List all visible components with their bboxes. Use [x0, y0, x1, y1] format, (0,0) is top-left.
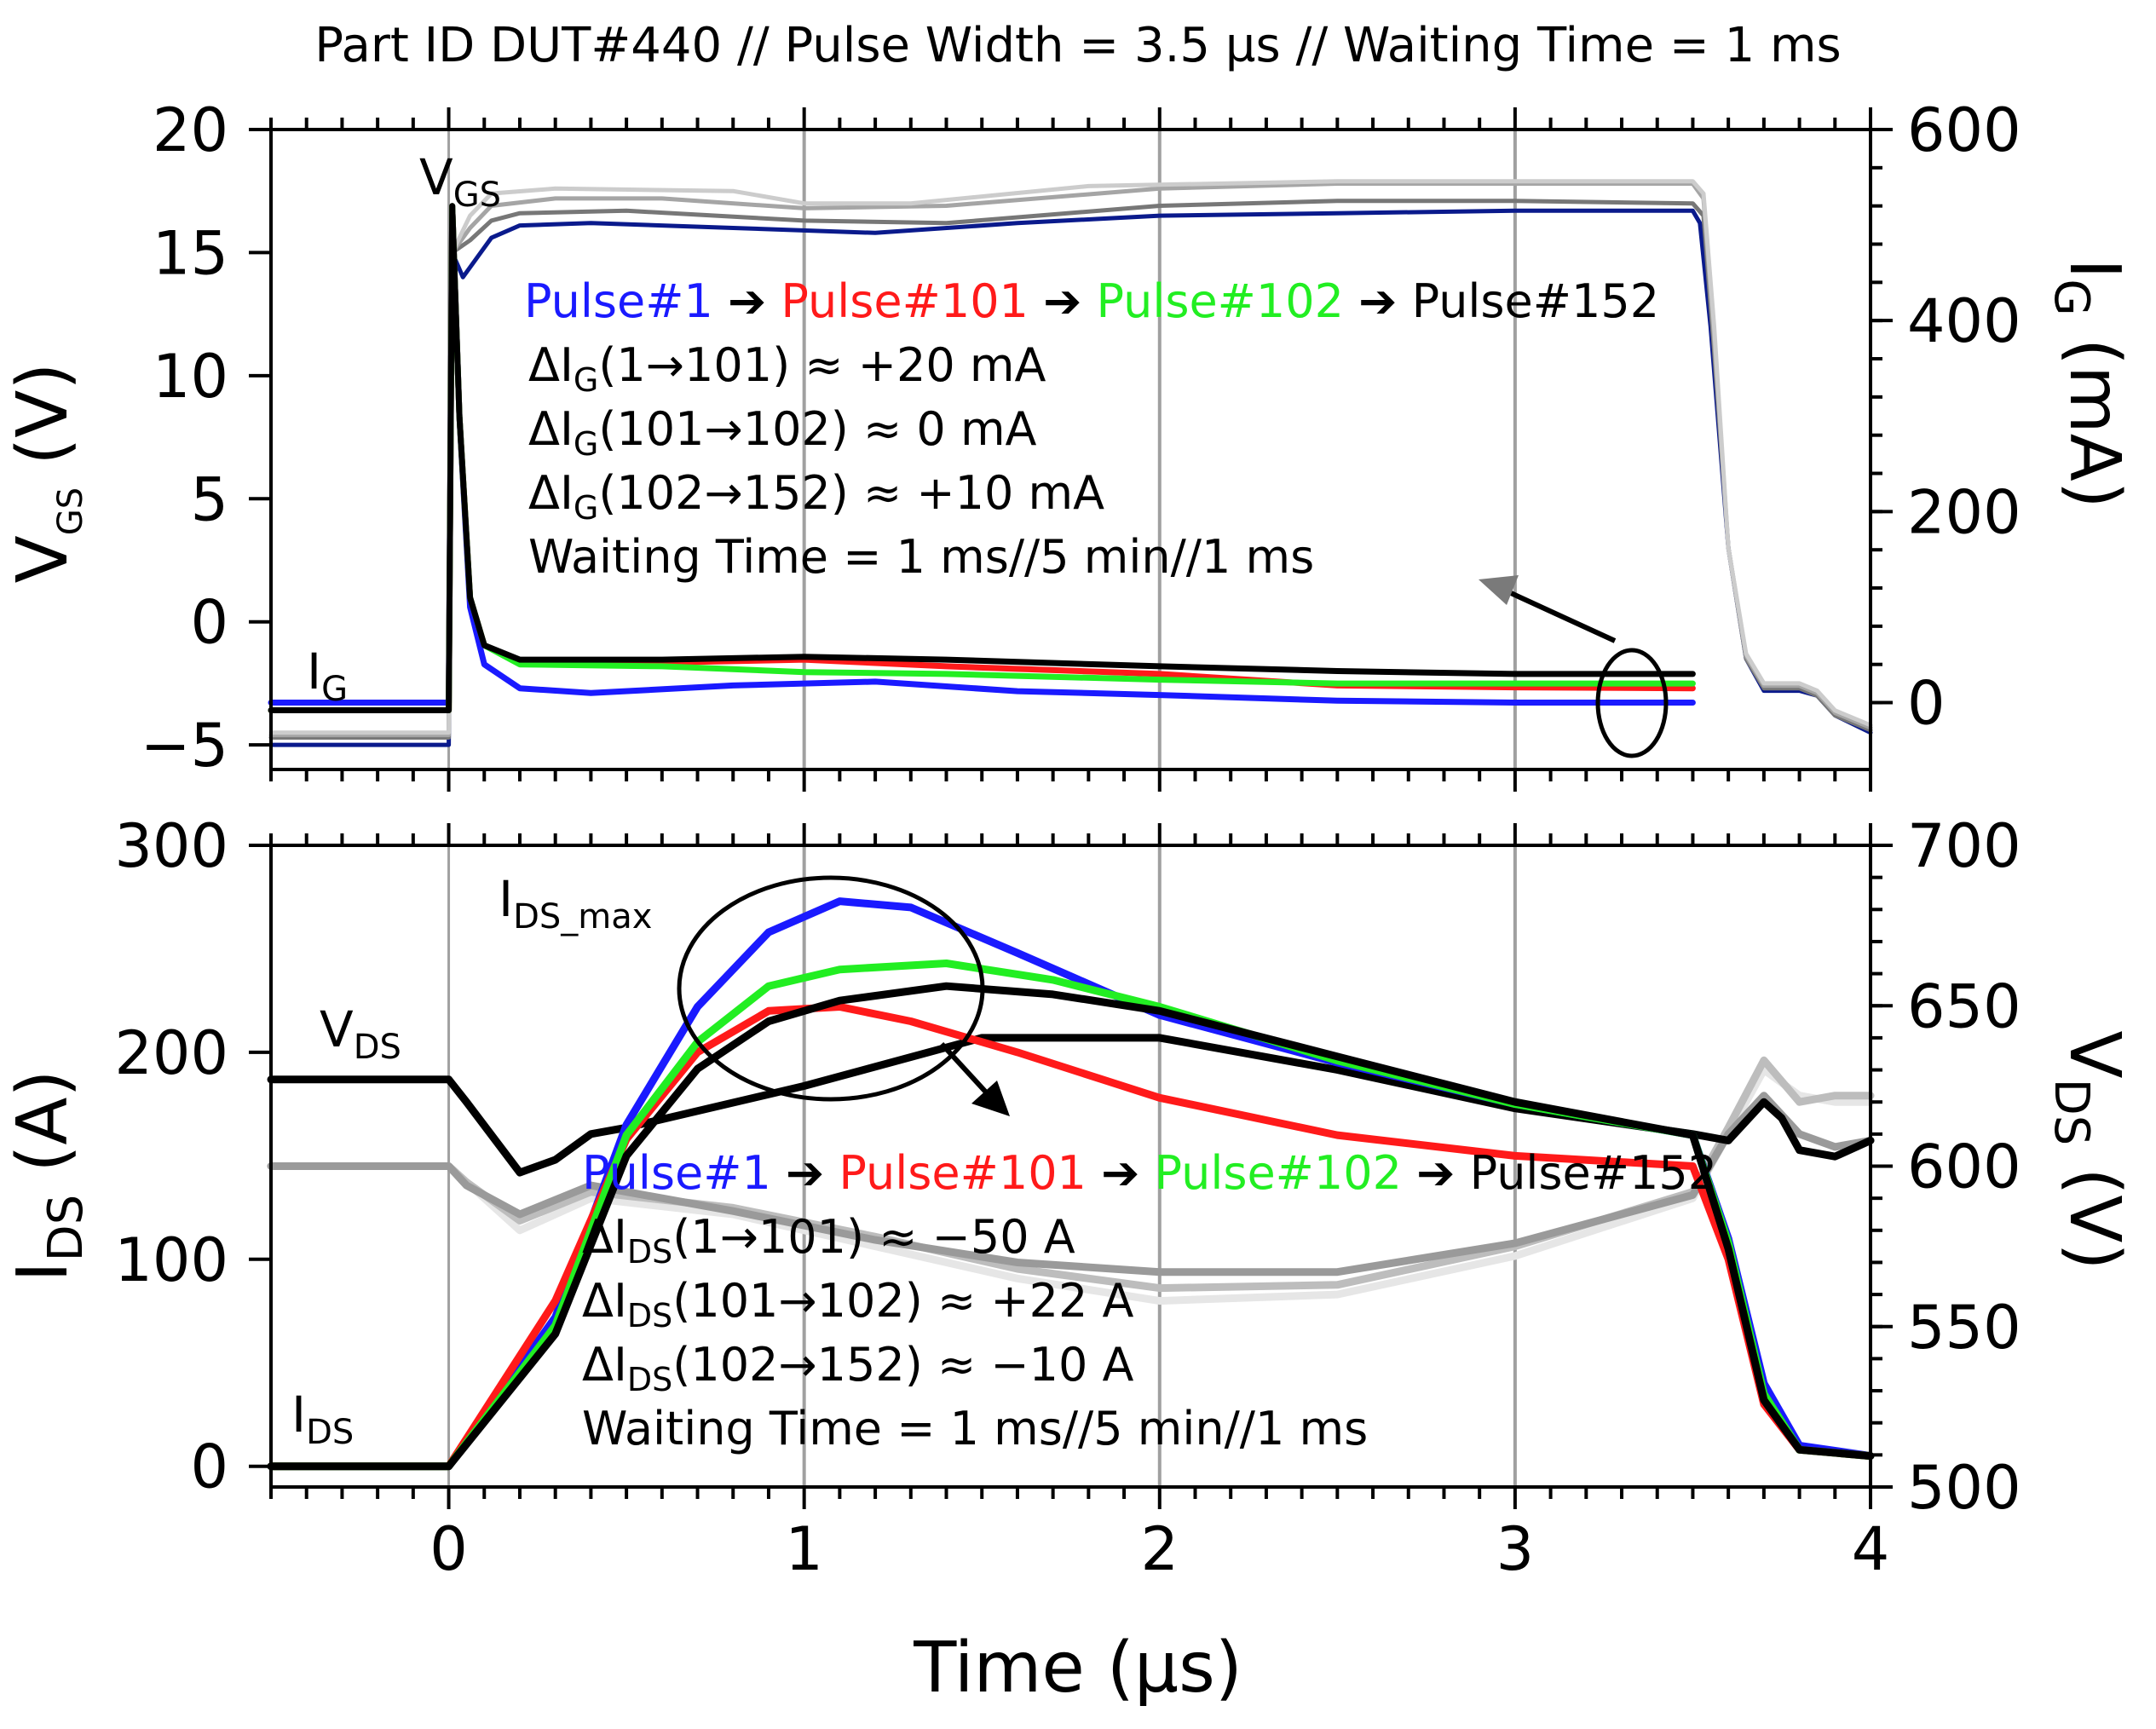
legend-entry: ➔ [713, 274, 781, 328]
y-tick-label: 15 [153, 218, 228, 288]
legend-entry: ➔ [771, 1146, 839, 1200]
top-axis-ticks [249, 107, 1893, 792]
y2-tick-label: 700 [1907, 811, 2021, 881]
top-annotation-arrow [1498, 585, 1617, 643]
series-line [267, 1034, 1875, 1177]
delta-annotation: Waiting Time = 1 ms//5 min//1 ms [528, 530, 1314, 584]
bottom-ids-series [267, 897, 1875, 1471]
series-line [268, 182, 1873, 738]
top-vgs-series [268, 179, 1873, 747]
bottom-ids-curve-label: IDS [291, 1386, 354, 1452]
delta-annotation: ΔIDS(101→102) ≈ +22 A [582, 1274, 1133, 1334]
x-tick-label: 4 [1852, 1514, 1890, 1584]
legend-entry: Pulse#1 [524, 274, 713, 328]
y-tick-label: 100 [114, 1225, 228, 1295]
series-line [268, 179, 1873, 735]
bottom-idsmax-ellipse [677, 875, 985, 1102]
top-right-axis-label: IG (mA) [2044, 258, 2135, 509]
delta-annotation: ΔIDS(1→101) ≈ −50 A [582, 1210, 1075, 1271]
x-tick-label: 1 [785, 1514, 823, 1584]
legend-entry: Pulse#101 [781, 274, 1029, 328]
top-ig-curve-label: IG [307, 643, 348, 709]
y-tick-label: 10 [153, 342, 228, 412]
y-tick-label: 200 [114, 1018, 228, 1088]
legend-entry: ➔ [1402, 1146, 1470, 1200]
delta-annotation: ΔIDS(102→152) ≈ −10 A [582, 1338, 1133, 1398]
y2-tick-label: 400 [1907, 286, 2021, 356]
y-tick-label: 0 [190, 588, 228, 658]
y2-tick-label: 600 [1907, 95, 2021, 165]
top-ig-series [268, 203, 1696, 713]
x-axis-label: Time (µs) [913, 1628, 1242, 1709]
bottom-tick-labels: 0 1 2 3 4 0 100 200 300 500 550 600 650 700 [114, 811, 2021, 1584]
top-left-axis-label: VGS (V) [3, 363, 90, 584]
bottom-axis-ticks [249, 823, 1893, 1509]
delta-annotation: ΔIG(102→152) ≈ +10 mA [528, 466, 1104, 527]
series-line [268, 199, 1873, 740]
y2-tick-label: 200 [1907, 477, 2021, 547]
y2-tick-label: 0 [1907, 669, 1946, 739]
chart-title: Part ID DUT#440 // Pulse Width = 3.5 µs … [314, 18, 1841, 73]
y-tick-label: 300 [114, 811, 228, 881]
legend-entry: Pulse#152 [1470, 1146, 1718, 1200]
legend-entry: ➔ [1087, 1146, 1155, 1200]
top-plot-frame [269, 128, 1872, 771]
top-arrow-head [1479, 575, 1519, 605]
top-highlight-ellipse [1595, 648, 1669, 758]
legend-entry: Pulse#102 [1096, 274, 1344, 328]
bottom-idsmax-curve-label: IDS_max [499, 870, 652, 937]
legend-entry: ➔ [1344, 274, 1412, 328]
bottom-vds-series [267, 1034, 1875, 1305]
y-tick-label: 20 [153, 95, 228, 165]
series-line [267, 982, 1875, 1471]
x-tick-label: 2 [1141, 1514, 1179, 1584]
legend-entry: Pulse#1 [582, 1146, 771, 1200]
bottom-arrow-head [971, 1081, 1010, 1116]
legend-entry: Pulse#101 [839, 1146, 1087, 1200]
y2-tick-label: 600 [1907, 1132, 2021, 1202]
bottom-annotation-arrow [939, 1041, 991, 1098]
delta-annotation: ΔIG(1→101) ≈ +20 mA [528, 338, 1046, 399]
legend-entry: Pulse#152 [1412, 274, 1660, 328]
x-tick-label: 3 [1496, 1514, 1535, 1584]
top-vgs-curve-label: VGS [419, 148, 501, 215]
bottom-pulse-sequence-legend: Pulse#1 ➔ Pulse#101 ➔ Pulse#102 ➔ Pulse#… [582, 1146, 1717, 1200]
y-tick-label: 0 [190, 1432, 228, 1502]
y2-tick-label: 500 [1907, 1453, 2021, 1523]
x-tick-label: 0 [429, 1514, 468, 1584]
bottom-left-axis-label: IDS (A) [3, 1069, 94, 1282]
y2-tick-label: 550 [1907, 1293, 2021, 1363]
legend-entry: ➔ [1029, 274, 1097, 328]
y2-tick-label: 650 [1907, 971, 2021, 1041]
bottom-vds-curve-label: VDS [320, 1000, 401, 1067]
series-line [268, 203, 1696, 713]
delta-annotation: Waiting Time = 1 ms//5 min//1 ms [582, 1402, 1368, 1455]
top-pulse-sequence-legend: Pulse#1 ➔ Pulse#101 ➔ Pulse#102 ➔ Pulse#… [524, 274, 1659, 328]
bottom-panel: 0 1 2 3 4 0 100 200 300 500 550 600 650 700 Time (µs)… [3, 811, 2135, 1709]
series-line [268, 208, 1873, 747]
y-tick-label: −5 [141, 711, 228, 781]
delta-annotation: ΔIG(101→102) ≈ 0 mA [528, 402, 1037, 463]
y-tick-label: 5 [190, 464, 228, 534]
bottom-right-axis-label: VDS (V) [2044, 1031, 2135, 1271]
legend-entry: Pulse#102 [1154, 1146, 1402, 1200]
